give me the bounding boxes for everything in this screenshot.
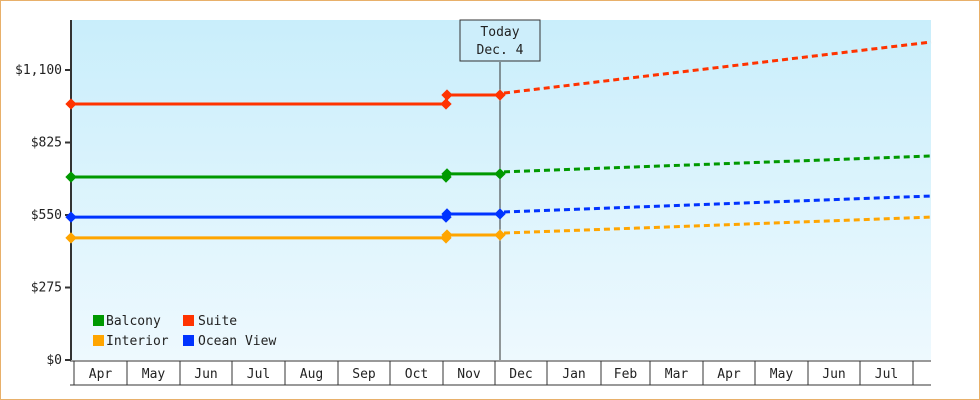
x-tick-label: Jun (194, 367, 217, 382)
x-tick-label: May (770, 367, 794, 382)
legend-label-ocean-view: Ocean View (198, 334, 276, 349)
x-tick-label: Jul (247, 367, 270, 382)
x-tick-label: Aug (300, 367, 323, 382)
data-point (441, 229, 453, 241)
legend-label-interior: Interior (106, 334, 169, 349)
x-tick-label: Jan (562, 367, 585, 382)
y-tick-label: $825 (31, 136, 62, 151)
legend-swatch-interior (93, 335, 104, 346)
series-interior (65, 215, 932, 244)
x-tick-label: Jun (822, 367, 845, 382)
y-tick-label: $550 (31, 208, 62, 223)
x-tick-label: Mar (665, 367, 689, 382)
data-point (494, 229, 506, 241)
x-tick-label: May (142, 367, 166, 382)
today-label: Today (480, 25, 519, 40)
x-tick-label: Oct (405, 367, 428, 382)
series-balcony (65, 154, 932, 183)
legend-swatch-suite (183, 315, 194, 326)
data-point (441, 168, 453, 180)
x-tick-label: Jul (875, 367, 898, 382)
legend: Balcony Suite Interior Ocean View (93, 314, 276, 349)
y-tick-label: $1,100 (15, 63, 62, 78)
legend-swatch-balcony (93, 315, 104, 326)
x-axis: Apr May Jun Jul Aug Sep Oct Nov Dec Jan Feb Mar Apr M… (70, 360, 931, 386)
y-tick-label: $275 (31, 281, 62, 296)
data-point (441, 208, 453, 220)
series-ocean-view (65, 194, 932, 223)
x-tick-label: Dec (509, 367, 532, 382)
today-date: Dec. 4 (477, 43, 524, 58)
x-tick-label: Sep (352, 367, 376, 382)
data-point (494, 168, 506, 180)
legend-label-balcony: Balcony (106, 314, 161, 329)
plot-area (71, 20, 931, 360)
x-tick-label: Apr (717, 367, 741, 382)
y-tick-label: $0 (46, 353, 62, 368)
x-tick-label: Apr (89, 367, 113, 382)
x-tick-label: Nov (457, 367, 481, 382)
today-box (459, 19, 541, 62)
y-ticks: $0 $275 $550 $825 $1,100 (15, 63, 71, 368)
legend-swatch-ocean-view (183, 335, 194, 346)
legend-label-suite: Suite (198, 314, 237, 329)
data-point (494, 208, 506, 220)
x-tick-label: Feb (614, 367, 638, 382)
